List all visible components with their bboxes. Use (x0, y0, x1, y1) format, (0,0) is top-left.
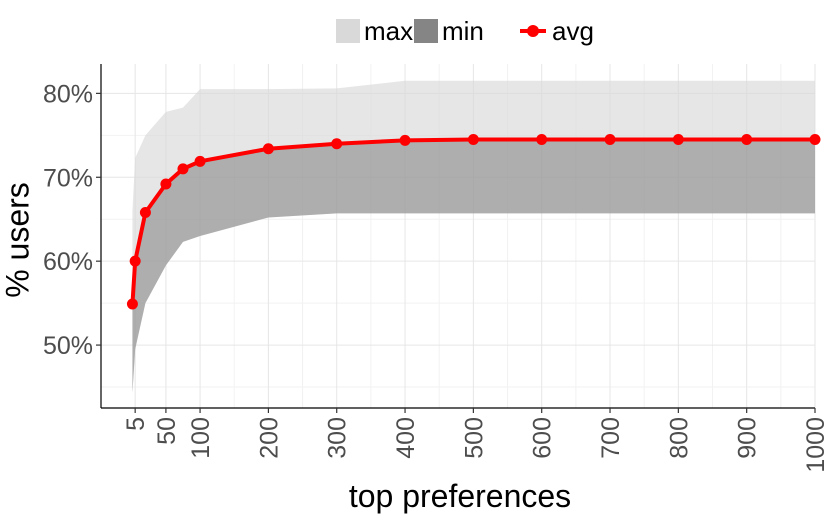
legend-label-min: min (442, 16, 484, 46)
x-tick-label: 800 (665, 417, 693, 459)
avg-series (126, 134, 821, 310)
area-min (132, 139, 815, 393)
y-axis-title: % users (0, 182, 36, 298)
y-tick-label: 60% (43, 248, 93, 276)
legend-swatch-avg (518, 19, 548, 43)
x-axis-title: top preferences (348, 478, 572, 514)
x-tick-label: 600 (529, 417, 557, 459)
tick-labels: 50% 60% 70% 80% 5 50 100 200 300 400 500 600 700 800 9… (43, 80, 830, 472)
avg-point (399, 134, 411, 146)
avg-point (604, 134, 616, 146)
avg-point (331, 138, 343, 150)
avg-point (160, 178, 172, 190)
legend-item-avg: avg (518, 14, 594, 48)
x-tick-label: 200 (255, 417, 283, 459)
y-tick-label: 50% (43, 332, 93, 360)
x-tick-label: 400 (392, 417, 420, 459)
x-tick-label: 700 (597, 417, 625, 459)
x-tick-label: 5 (122, 417, 150, 431)
avg-point (139, 207, 151, 219)
band-areas (132, 80, 815, 393)
x-tick-label: 100 (187, 417, 215, 459)
legend-swatch-min (414, 19, 438, 43)
x-tick-label: 50 (153, 417, 181, 445)
avg-point (177, 163, 189, 175)
avg-point (129, 255, 141, 267)
legend-label-max: max (364, 16, 414, 46)
legend-item-max: max (336, 14, 413, 48)
avg-point (126, 298, 138, 310)
avg-point (741, 134, 753, 146)
y-tick-label: 70% (43, 164, 93, 192)
y-tick-label: 80% (43, 80, 93, 108)
x-tick-label: 900 (734, 417, 762, 459)
avg-point (809, 134, 821, 146)
avg-point (262, 143, 274, 155)
legend-label-avg: avg (552, 16, 594, 46)
legend-item-min: min (414, 14, 484, 48)
avg-point (536, 134, 548, 146)
avg-point (672, 134, 684, 146)
legend: max min avg (0, 14, 830, 48)
x-tick-label: 300 (324, 417, 352, 459)
x-tick-label: 500 (460, 417, 488, 459)
x-tick-label: 1000 (802, 417, 830, 473)
avg-point (467, 134, 479, 146)
axes (96, 64, 816, 413)
avg-point (194, 155, 206, 167)
legend-swatch-max (336, 19, 360, 43)
